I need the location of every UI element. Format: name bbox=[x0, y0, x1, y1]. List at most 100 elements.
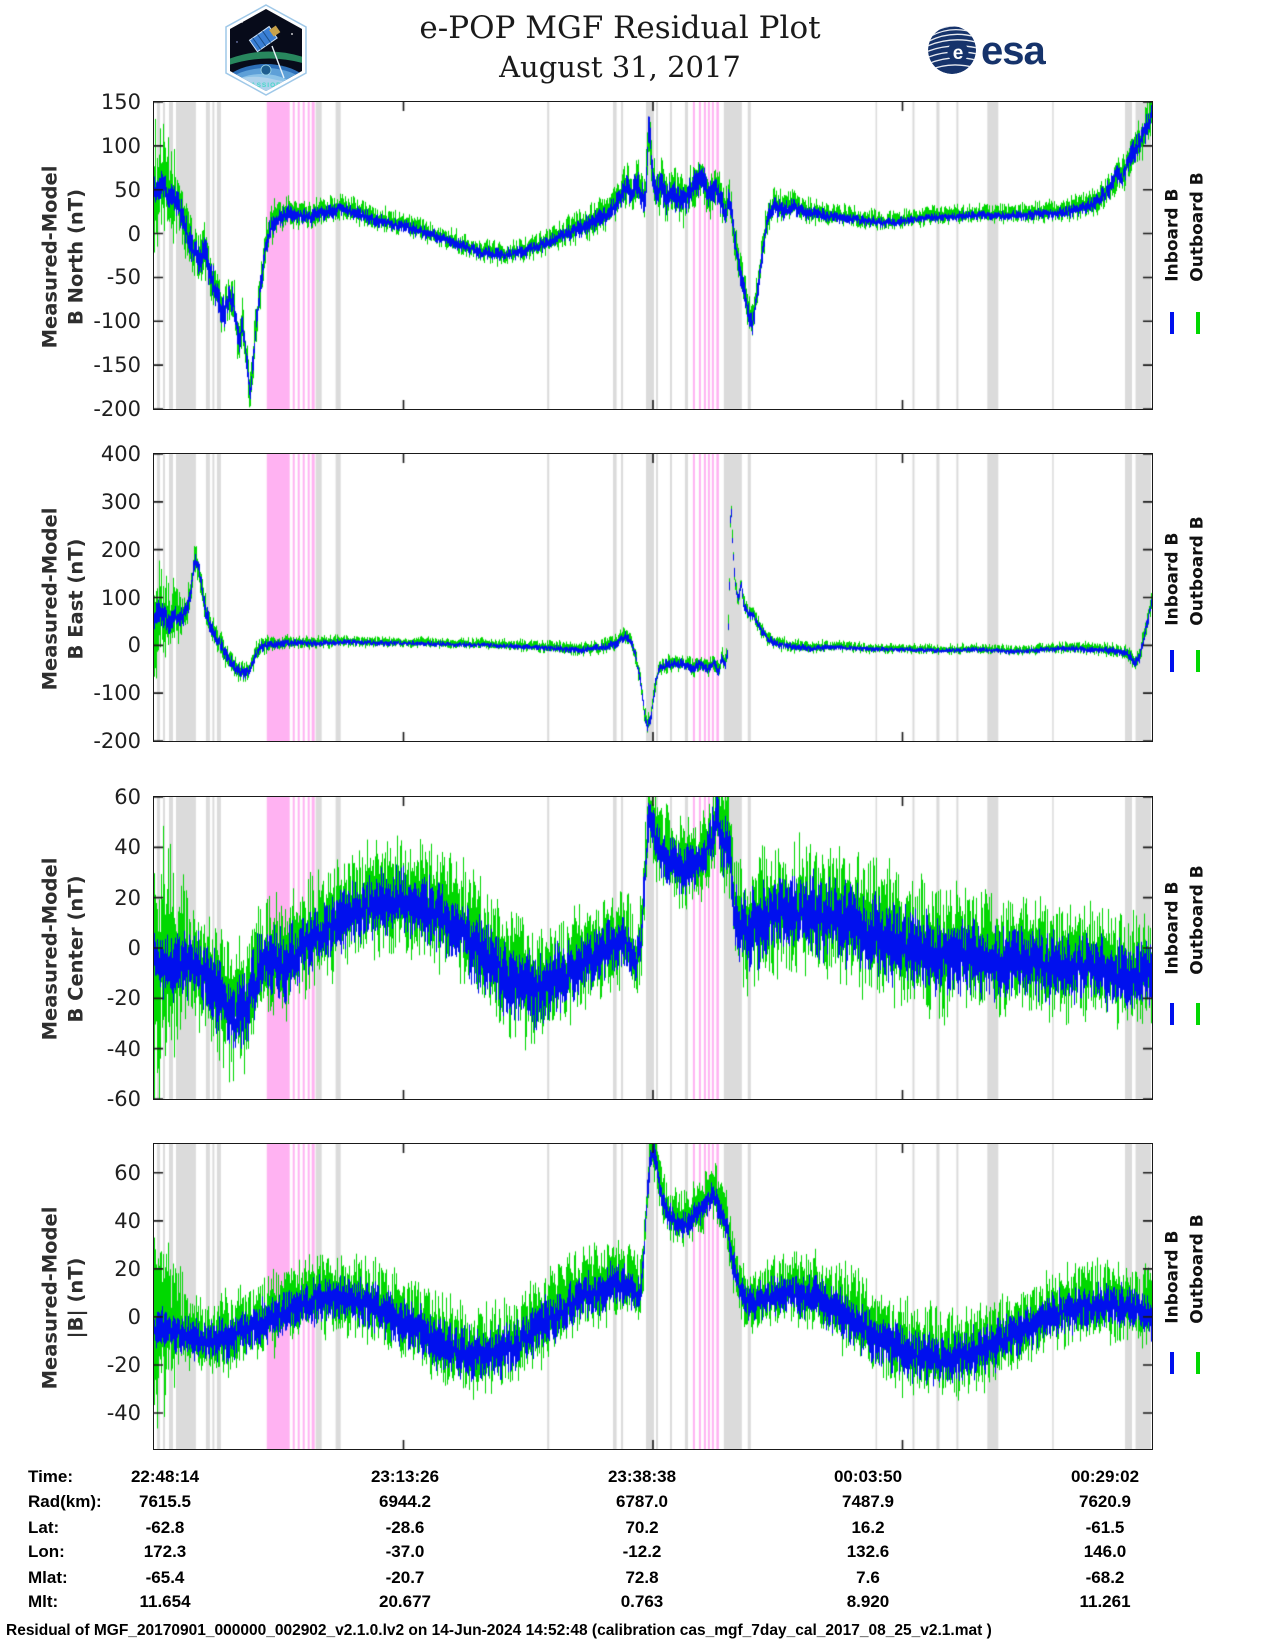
legend-label-outboard: Outboard B bbox=[1188, 865, 1208, 976]
panel-4-ytick-label: 0 bbox=[127, 1304, 141, 1329]
cassiope-mission-patch: CASSIOPE bbox=[222, 4, 310, 100]
panel-1-ytick-label: -100 bbox=[93, 309, 141, 334]
legend-label-inboard: Inboard B bbox=[1163, 532, 1183, 626]
yaxis-label-line2: |B| (nT) bbox=[64, 1257, 87, 1338]
legend-label-outboard: Outboard B bbox=[1188, 1213, 1208, 1324]
panel-2-ytick-label: 400 bbox=[100, 442, 141, 466]
table-cell: 00:03:50 bbox=[833, 1467, 903, 1486]
panel-4-legend: Inboard B Outboard B bbox=[1157, 1200, 1215, 1337]
yaxis-label-line1: Measured-Model bbox=[38, 165, 61, 348]
panel-2-ytick-label: -200 bbox=[93, 729, 141, 753]
table-cell: 7.6 bbox=[856, 1568, 880, 1587]
panel-3-ytick-label: -20 bbox=[106, 986, 141, 1011]
table-cell: 00:29:02 bbox=[1070, 1467, 1140, 1486]
panel-1-ytick-label: 0 bbox=[127, 221, 141, 246]
legend-labels: Inboard B Outboard B bbox=[1161, 1214, 1211, 1323]
table-cell: 146.0 bbox=[1083, 1542, 1127, 1561]
panel-2-ytick-label: -100 bbox=[93, 681, 141, 706]
table-cell: 11.654 bbox=[139, 1592, 191, 1611]
table-cell: 23:13:26 bbox=[370, 1467, 440, 1486]
panel-1-ytick-label: -50 bbox=[106, 265, 141, 290]
table-cell: -65.4 bbox=[145, 1568, 185, 1587]
legend-marker-inboard bbox=[1170, 311, 1174, 334]
legend-labels: Inboard B Outboard B bbox=[1161, 517, 1211, 626]
panel-1-ytick-label: 50 bbox=[114, 177, 141, 202]
yaxis-label-line1: Measured-Model bbox=[38, 1206, 61, 1389]
table-cell: -20.7 bbox=[385, 1568, 425, 1587]
panel-1-yaxis-label-text: Measured-Model B North (nT) bbox=[37, 165, 89, 348]
table-cell: -68.2 bbox=[1085, 1568, 1125, 1587]
table-cell: 132.6 bbox=[846, 1542, 890, 1561]
legend-marker-outboard bbox=[1196, 311, 1200, 334]
panel-4-yaxis-label-text: Measured-Model |B| (nT) bbox=[37, 1206, 89, 1389]
table-cell: -61.5 bbox=[1085, 1518, 1125, 1537]
panel-4-yaxis-label: Measured-Model |B| (nT) bbox=[28, 1145, 98, 1450]
panel-1-ytick-label: 150 bbox=[100, 90, 141, 114]
table-row-label-mlt: Mlt: bbox=[28, 1592, 59, 1611]
table-cell: 70.2 bbox=[625, 1518, 659, 1537]
panel-1-ytick-label: 100 bbox=[100, 133, 141, 158]
legend-label-inboard: Inboard B bbox=[1163, 188, 1183, 283]
panel-1-ytick-label: -150 bbox=[93, 353, 141, 378]
plot-area-panel-1 bbox=[153, 101, 1154, 411]
panel-3-canvas bbox=[154, 797, 1153, 1100]
legend-label-outboard: Outboard B bbox=[1188, 172, 1208, 283]
legend-labels: Inboard B Outboard B bbox=[1161, 866, 1211, 975]
panel-3-ytick-label: -60 bbox=[106, 1087, 141, 1111]
panel-2-yaxis-label-text: Measured-Model B East (nT) bbox=[37, 507, 89, 690]
table-cell: 72.8 bbox=[625, 1568, 659, 1587]
panel-3-ytick-label: 60 bbox=[114, 785, 141, 809]
panel-4-ytick-label: -40 bbox=[106, 1400, 141, 1425]
panel-4-ytick-label: 60 bbox=[114, 1160, 141, 1185]
yaxis-label-line2: B East (nT) bbox=[64, 538, 87, 659]
table-cell: -62.8 bbox=[145, 1518, 185, 1537]
table-cell: 0.763 bbox=[620, 1592, 664, 1611]
page-title: e-POP MGF Residual Plot bbox=[419, 10, 821, 46]
plot-area-panel-4 bbox=[153, 1143, 1154, 1451]
panel-3-ytick-label: -40 bbox=[106, 1036, 141, 1061]
legend-label-outboard: Outboard B bbox=[1188, 516, 1208, 626]
table-cell: 6944.2 bbox=[379, 1492, 431, 1511]
table-cell: 16.2 bbox=[851, 1518, 885, 1537]
header: e-POP MGF Residual Plot August 31, 2017 bbox=[300, 10, 940, 84]
table-cell: 6787.0 bbox=[616, 1492, 668, 1511]
legend-labels: Inboard B Outboard B bbox=[1161, 173, 1211, 282]
table-cell: -12.2 bbox=[622, 1542, 662, 1561]
panel-3-ytick-label: 40 bbox=[114, 835, 141, 860]
panel-3-ytick-label: 0 bbox=[127, 936, 141, 960]
patch-label: CASSIOPE bbox=[245, 82, 287, 89]
panel-3-legend: Inboard B Outboard B bbox=[1157, 852, 1215, 988]
legend-label-inboard: Inboard B bbox=[1163, 881, 1183, 976]
legend-marker-inboard bbox=[1170, 650, 1174, 673]
panel-2-ytick-label: 0 bbox=[127, 633, 141, 658]
table-cell: -37.0 bbox=[385, 1542, 425, 1561]
panel-2-legend: Inboard B Outboard B bbox=[1157, 507, 1215, 636]
legend-marker-inboard bbox=[1170, 1003, 1174, 1026]
table-cell: 23:38:38 bbox=[607, 1467, 677, 1486]
table-cell: 172.3 bbox=[143, 1542, 187, 1561]
table-cell: 7620.9 bbox=[1079, 1492, 1131, 1511]
table-cell: -28.6 bbox=[385, 1518, 425, 1537]
panel-2-yaxis-label: Measured-Model B East (nT) bbox=[28, 455, 98, 742]
panel-4-ytick-label: 40 bbox=[114, 1208, 141, 1233]
legend-label-inboard: Inboard B bbox=[1163, 1230, 1183, 1324]
panel-4-canvas bbox=[154, 1144, 1153, 1450]
page-date: August 31, 2017 bbox=[499, 50, 741, 84]
footer-caption: Residual of MGF_20170901_000000_002902_v… bbox=[6, 1622, 992, 1639]
panel-1-canvas bbox=[154, 102, 1153, 410]
table-row-label-time: Time: bbox=[28, 1467, 74, 1486]
table-row-label-radkm: Rad(km): bbox=[28, 1492, 102, 1511]
table-row-label-mlat: Mlat: bbox=[28, 1568, 68, 1587]
panel-1-ytick-label: -200 bbox=[93, 397, 141, 421]
esa-logo-icon: e esa bbox=[928, 26, 1047, 74]
panel-2-ytick-label: 300 bbox=[100, 489, 141, 514]
panel-3-ytick-label: 20 bbox=[114, 885, 141, 910]
table-cell: 22:48:14 bbox=[130, 1467, 200, 1486]
panel-3-yaxis-label-text: Measured-Model B Center (nT) bbox=[37, 858, 89, 1041]
table-cell: 7487.9 bbox=[842, 1492, 894, 1511]
panel-1-yaxis-label: Measured-Model B North (nT) bbox=[28, 103, 98, 410]
esa-logo-text: esa bbox=[981, 29, 1046, 73]
yaxis-label-line2: B Center (nT) bbox=[64, 875, 87, 1023]
table-cell: 7615.5 bbox=[139, 1492, 191, 1511]
